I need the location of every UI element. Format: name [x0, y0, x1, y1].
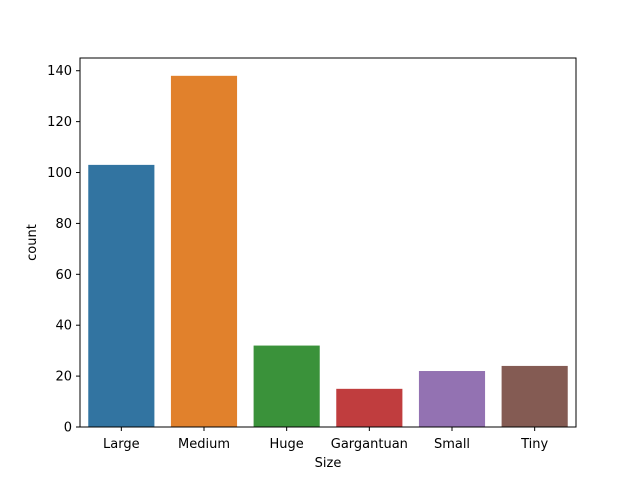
plot-frame — [79, 57, 577, 428]
bar-huge — [253, 345, 320, 427]
y-axis: 0 20 40 60 80 100 120 140 — [47, 64, 80, 436]
y-tick-label: 120 — [47, 115, 72, 130]
x-tick-label: Medium — [178, 437, 230, 452]
x-tick-label: Huge — [270, 437, 304, 452]
y-tick-label: 40 — [55, 319, 72, 334]
y-tick-label: 80 — [55, 217, 72, 232]
y-tick-label: 60 — [55, 268, 72, 283]
x-tick-label: Gargantuan — [331, 437, 408, 452]
y-axis-label: count — [25, 224, 40, 261]
bar-large — [88, 164, 155, 427]
bar-gargantuan — [336, 388, 403, 427]
x-tick-label: Small — [434, 437, 470, 452]
x-tick-label: Tiny — [520, 437, 548, 452]
y-tick-label: 140 — [47, 64, 72, 79]
y-tick-label: 100 — [47, 166, 72, 181]
x-axis: Large Medium Huge Gargantuan Small Tiny — [103, 427, 549, 452]
x-axis-label: Size — [315, 456, 342, 471]
y-tick-label: 20 — [55, 370, 72, 385]
bars-group — [88, 75, 568, 428]
bar-small — [418, 371, 486, 427]
y-tick-label: 0 — [64, 421, 72, 436]
x-tick-label: Large — [103, 437, 140, 452]
bar-tiny — [501, 365, 568, 427]
bar-medium — [170, 75, 238, 428]
